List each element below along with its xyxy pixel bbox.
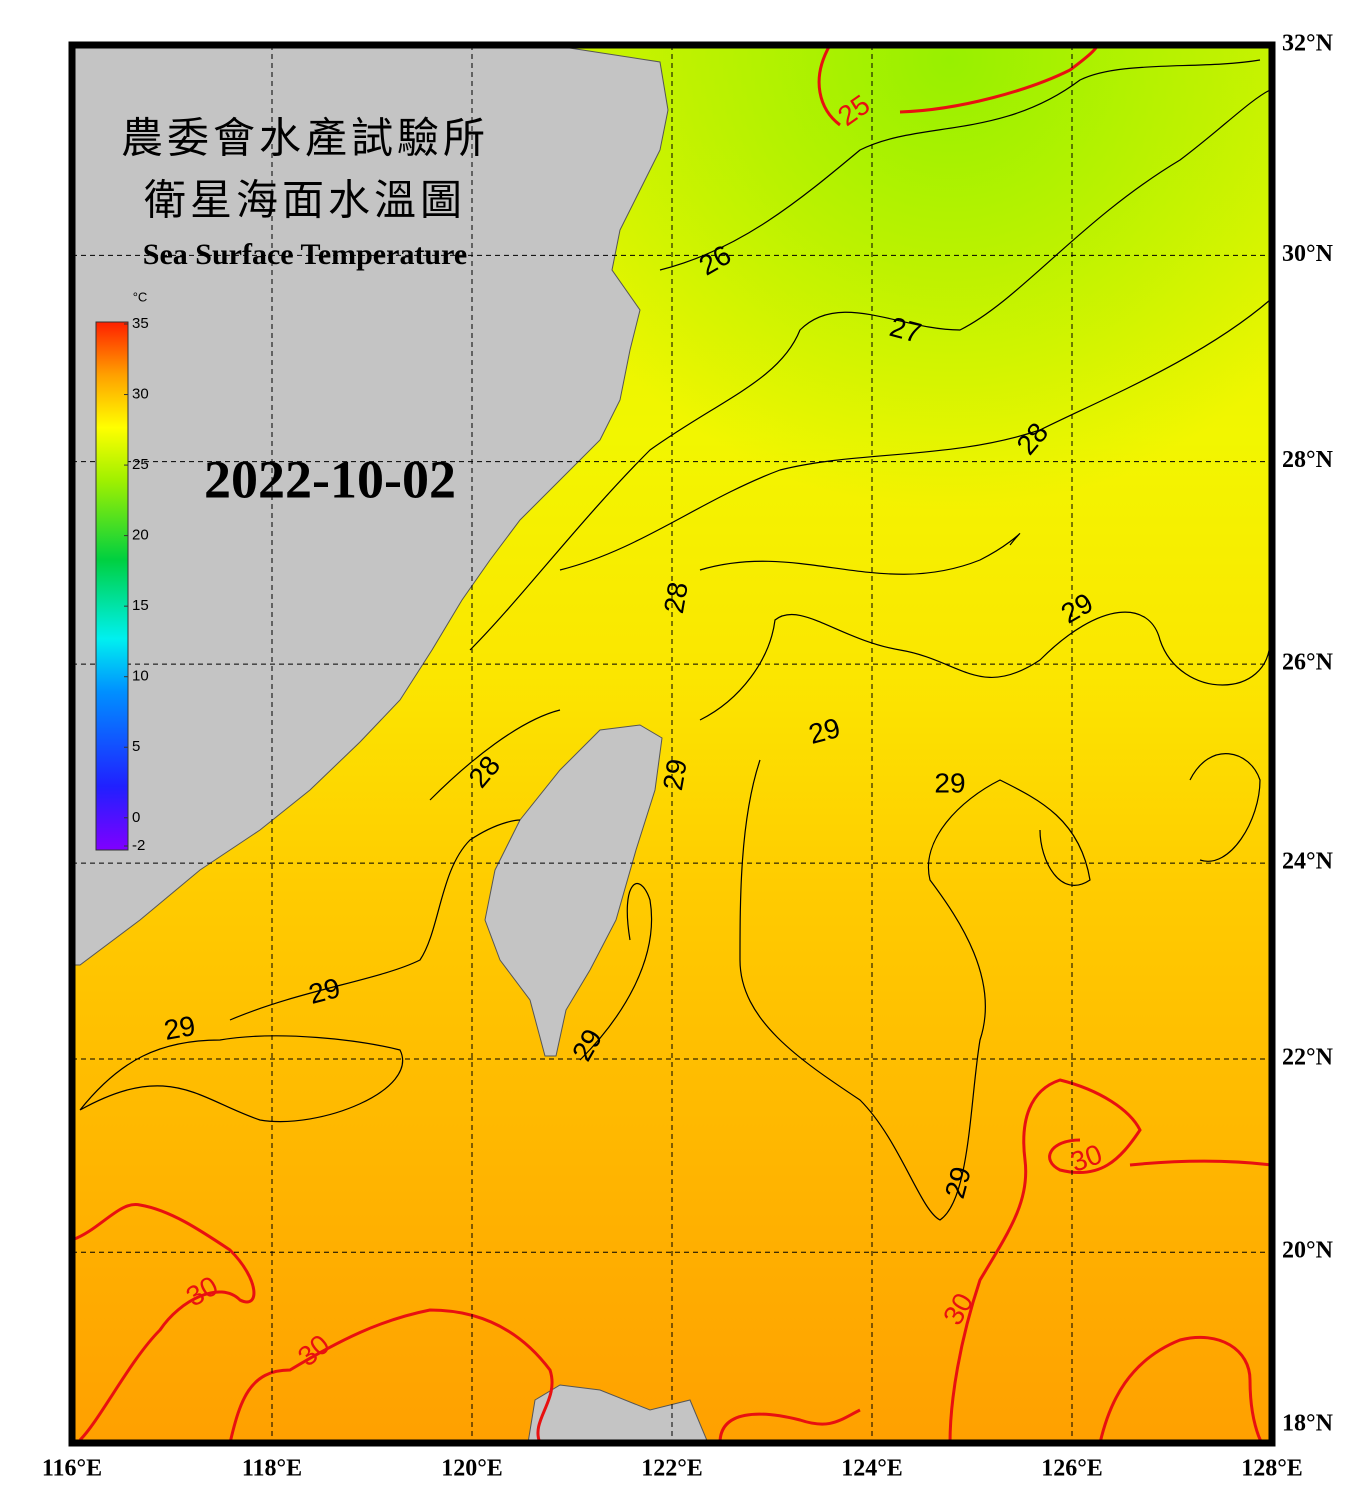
subtitle: Sea Surface Temperature (143, 238, 467, 271)
lat-label: 30°N (1282, 241, 1334, 267)
lon-label: 124°E (841, 1456, 903, 1482)
lat-label: 24°N (1282, 849, 1334, 875)
lon-label: 126°E (1041, 1456, 1103, 1482)
title-zh-2: 衛星海面水溫圖 (144, 179, 466, 225)
contour (817, 45, 1100, 127)
contours-red (72, 45, 1272, 1443)
colorbar-tick-label: 5 (132, 738, 140, 755)
lat-label: 32°N (1282, 31, 1334, 57)
contour (579, 753, 1261, 1061)
colorbar-tick-label: 30 (132, 386, 149, 403)
graticule (72, 45, 1272, 1443)
lat-label: 20°N (1282, 1238, 1334, 1264)
date: 2022-10-02 (204, 449, 456, 509)
contour (79, 819, 521, 1123)
contour (228, 1308, 554, 1443)
colorbar-tick-label: 20 (132, 527, 149, 544)
colorbar-tick-label: 35 (132, 315, 149, 332)
lon-label: 118°E (242, 1456, 302, 1482)
lon-label: 120°E (441, 1456, 503, 1482)
colorbar-ticks: 35 30 25 20 15 10 5 0 -2 (124, 315, 149, 854)
colorbar-tick-label: 15 (132, 597, 149, 614)
colorbar-tick-label: 25 (132, 456, 149, 473)
contour-label: 28 (658, 580, 694, 616)
land-taiwan (484, 724, 663, 1057)
colorbar (95, 321, 129, 851)
contour (948, 1078, 1272, 1443)
lat-label: 28°N (1282, 447, 1334, 473)
map-frame (68, 41, 1276, 1447)
lon-label: 128°E (1241, 1456, 1303, 1482)
contour (72, 1203, 256, 1442)
lon-label: 116°E (42, 1456, 102, 1482)
contour-label: 29 (657, 757, 693, 793)
contours-black (79, 59, 1271, 1221)
lat-label: 22°N (1282, 1045, 1334, 1071)
colorbar-tick-label: 10 (132, 668, 149, 685)
contour-label: 29 (162, 1010, 198, 1046)
colorbar-unit: °C (133, 289, 148, 304)
contour (659, 59, 1261, 271)
contour (469, 89, 1271, 651)
lon-label: 122°E (641, 1456, 703, 1482)
contour (559, 299, 1271, 575)
land-luzon (527, 1384, 709, 1443)
title-zh-1: 農委會水產試驗所 (121, 116, 489, 163)
colorbar-tick-label: 0 (132, 809, 140, 826)
contour (429, 611, 1271, 801)
lat-label: 18°N (1282, 1411, 1334, 1437)
axis-labels: 116°E 118°E 120°E 122°E 124°E 126°E 128°E 18°N 2… (42, 31, 1334, 1482)
contour (718, 1335, 1264, 1443)
colorbar-tick-label: -2 (132, 837, 145, 854)
contour (739, 759, 1091, 1221)
lat-label: 26°N (1282, 650, 1334, 676)
contour-label: 29 (934, 767, 965, 798)
